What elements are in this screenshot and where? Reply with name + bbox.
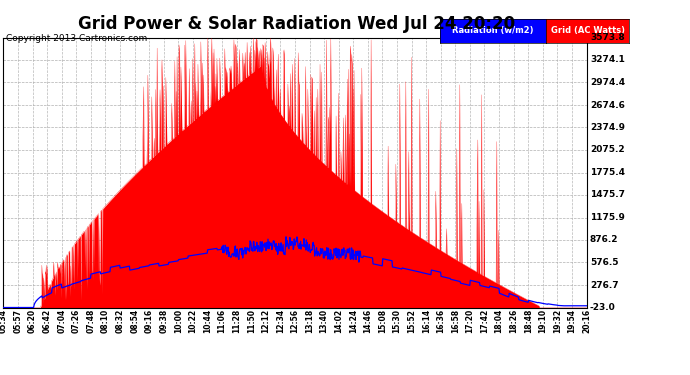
Text: 2674.6: 2674.6	[590, 100, 625, 109]
Text: 1475.7: 1475.7	[590, 190, 625, 200]
Text: Copyright 2013 Cartronics.com: Copyright 2013 Cartronics.com	[6, 34, 147, 43]
Text: 876.2: 876.2	[590, 236, 618, 244]
Text: 2075.2: 2075.2	[590, 146, 624, 154]
Text: 2374.9: 2374.9	[590, 123, 625, 132]
Text: 3274.1: 3274.1	[590, 56, 625, 64]
Text: -23.0: -23.0	[590, 303, 615, 312]
Text: 576.5: 576.5	[590, 258, 618, 267]
Text: 3573.8: 3573.8	[590, 33, 624, 42]
Text: 1775.4: 1775.4	[590, 168, 625, 177]
Text: Grid Power & Solar Radiation Wed Jul 24 20:20: Grid Power & Solar Radiation Wed Jul 24 …	[78, 15, 515, 33]
Text: Radiation (w/m2): Radiation (w/m2)	[452, 26, 534, 36]
Text: Grid (AC Watts): Grid (AC Watts)	[551, 26, 625, 36]
Text: 276.7: 276.7	[590, 280, 618, 290]
Text: 1175.9: 1175.9	[590, 213, 625, 222]
Text: 2974.4: 2974.4	[590, 78, 625, 87]
